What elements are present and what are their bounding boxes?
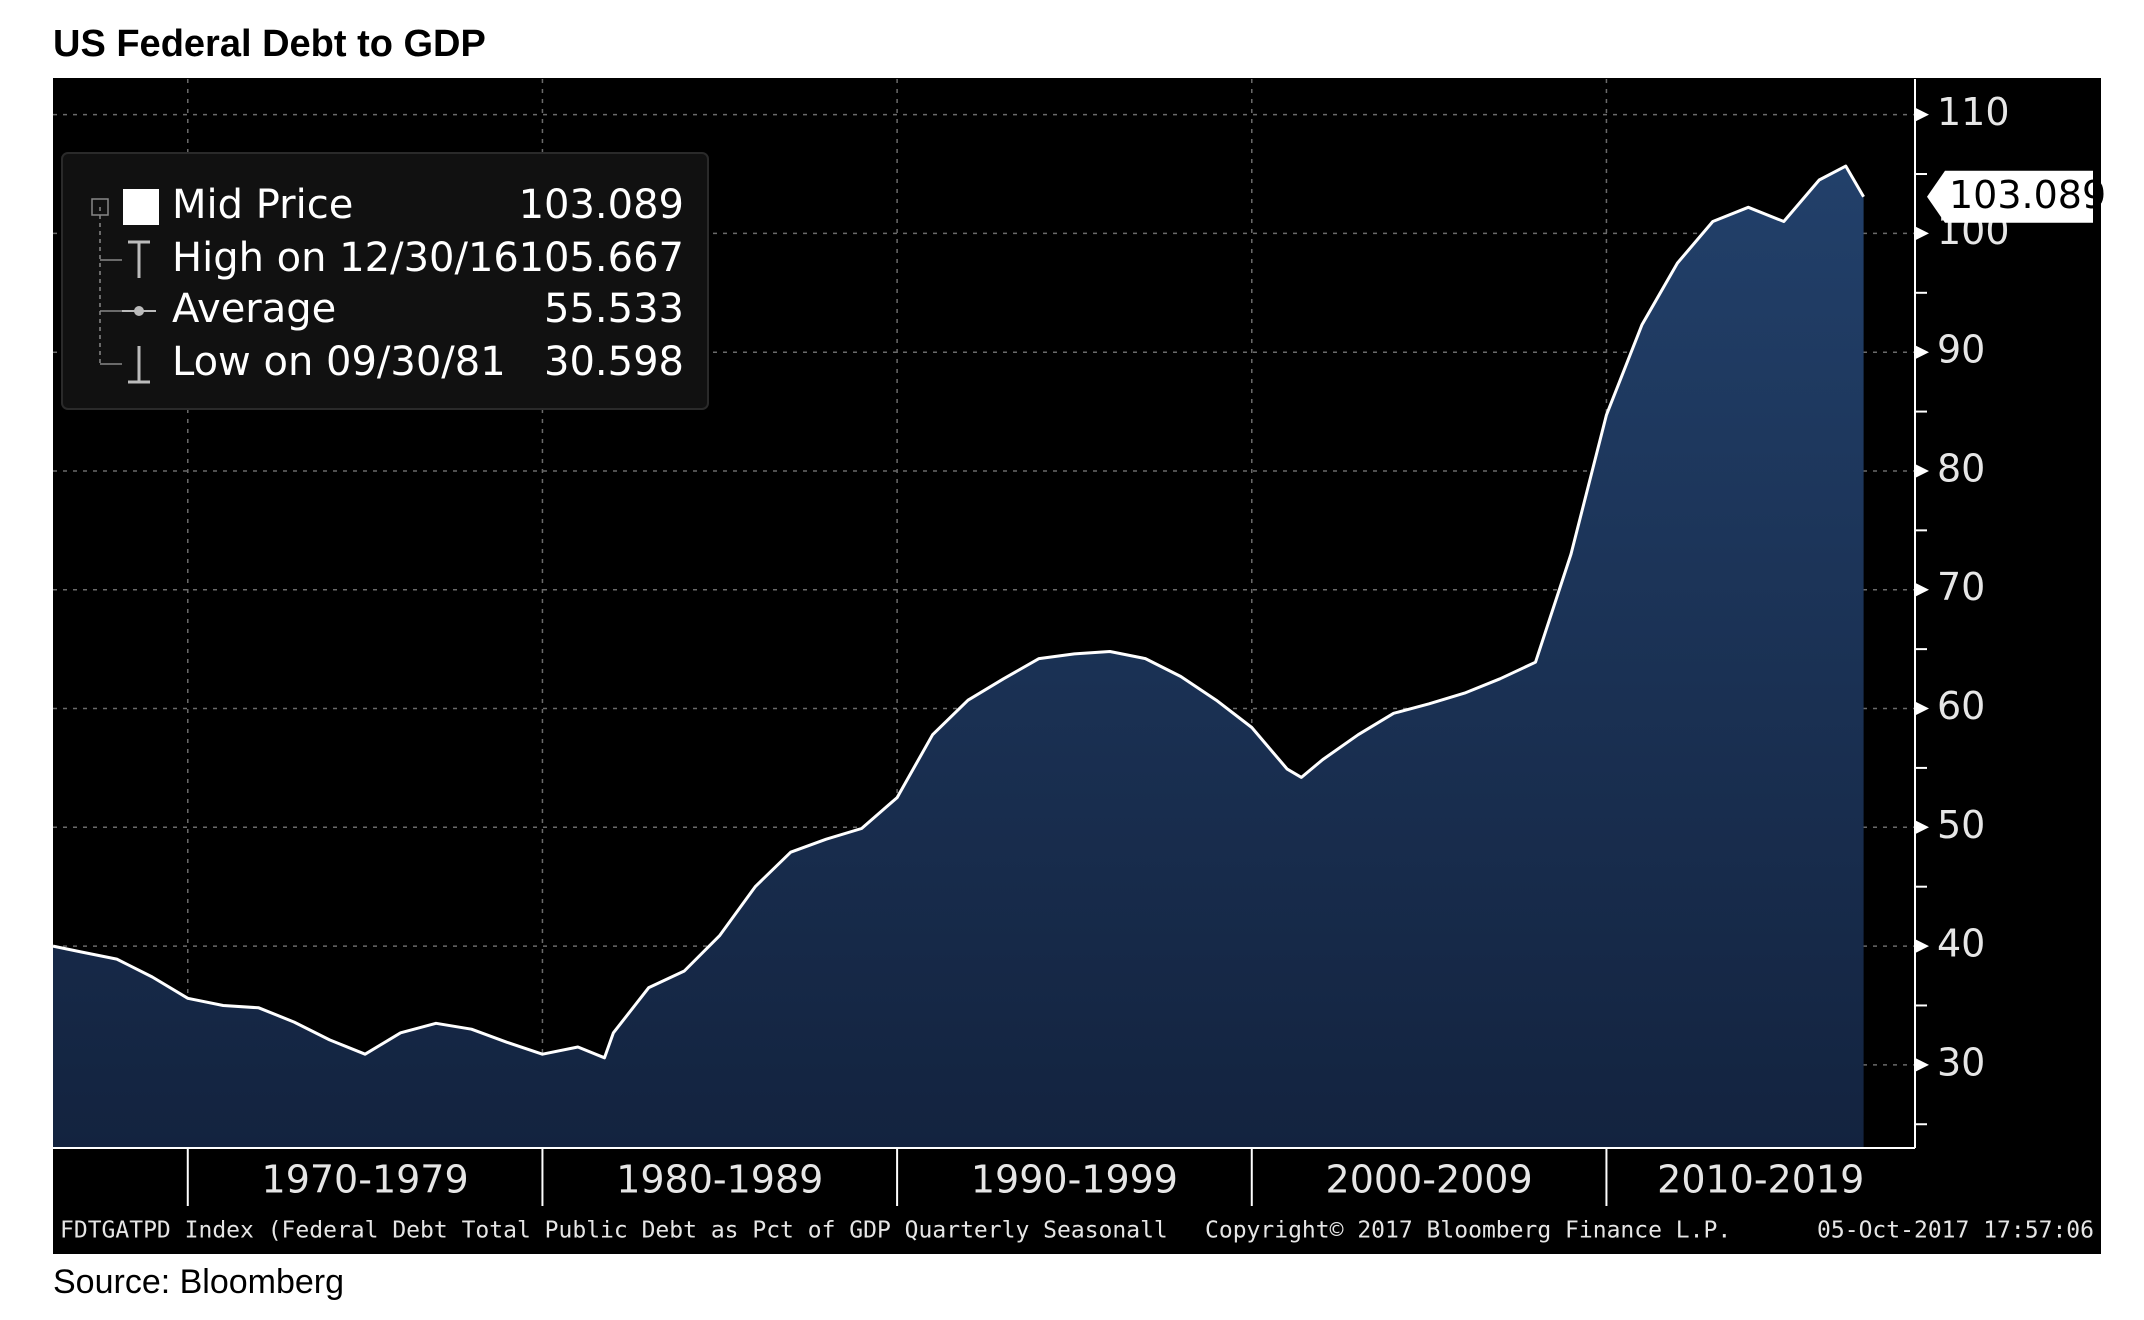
y-tick xyxy=(1915,820,1929,835)
x-tick-label: 1970-1979 xyxy=(262,1158,469,1202)
footer-timestamp: 05-Oct-2017 17:57:06 xyxy=(1817,1218,2094,1244)
area-fill xyxy=(53,166,1864,1149)
y-tick-label: 50 xyxy=(1937,803,1985,847)
y-tick xyxy=(1915,463,1929,478)
legend-box xyxy=(61,152,709,410)
series-line xyxy=(52,164,1865,1060)
x-tick-label: 1980-1989 xyxy=(616,1158,823,1202)
legend-value: 55.533 xyxy=(544,286,684,332)
y-tick-label: 110 xyxy=(1937,90,2010,134)
legend-label: High on 12/30/16 xyxy=(172,235,519,281)
legend-icon xyxy=(128,346,150,384)
chart-title: US Federal Debt to GDP xyxy=(53,23,486,65)
y-tick xyxy=(1915,107,1929,122)
legend-label: Average xyxy=(172,286,336,332)
legend-value: 30.598 xyxy=(544,339,684,385)
footer-index: FDTGATPD Index (Federal Debt Total Publi… xyxy=(60,1218,1168,1244)
x-tick-label: 2010-2019 xyxy=(1657,1158,1864,1202)
y-tick-label: 90 xyxy=(1937,328,1985,372)
y-tick xyxy=(1915,939,1929,954)
y-tick xyxy=(1915,226,1929,241)
legend-icon xyxy=(128,240,150,278)
y-tick-label: 80 xyxy=(1937,446,1985,490)
y-tick xyxy=(1915,345,1929,360)
y-tick-label: 30 xyxy=(1937,1040,1985,1084)
legend-label: Low on 09/30/81 xyxy=(172,339,506,385)
y-tick-label: 60 xyxy=(1937,684,1985,728)
legend-collapse xyxy=(91,198,109,216)
y-tick xyxy=(1915,701,1929,716)
y-tick-label: 40 xyxy=(1937,922,1985,966)
x-tick-label: 2000-2009 xyxy=(1326,1158,1533,1202)
legend-value: 105.667 xyxy=(519,235,684,281)
source-note: Source: Bloomberg xyxy=(53,1263,344,1301)
x-tick-label: 1990-1999 xyxy=(971,1158,1178,1202)
legend-label: Mid Price xyxy=(172,182,353,228)
y-tick xyxy=(1915,1057,1929,1072)
last-value-box xyxy=(1927,170,2093,223)
y-tick-label: 70 xyxy=(1937,565,1985,609)
legend-value: 103.089 xyxy=(519,182,684,228)
footer-copyright: Copyright© 2017 Bloomberg Finance L.P. xyxy=(1205,1218,1731,1244)
legend-icon xyxy=(134,306,144,316)
last-value-label: 103.089 xyxy=(1949,173,2106,217)
legend-swatch xyxy=(123,189,159,225)
y-tick xyxy=(1915,582,1929,597)
